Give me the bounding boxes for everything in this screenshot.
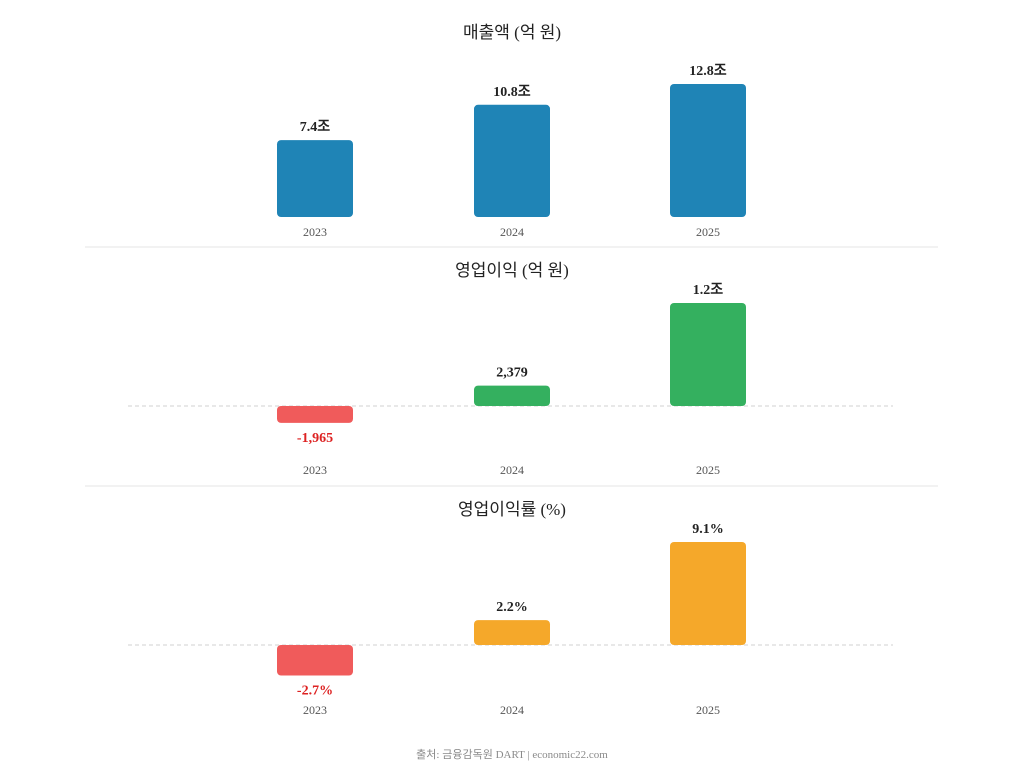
bar-revenue-2023 xyxy=(277,140,353,217)
bar-operating-income-2025 xyxy=(670,303,746,406)
chart-title-operating-income: 영업이익 (억 원) xyxy=(455,261,569,280)
source-footer: 출처: 금융감독원 DART | economic22.com xyxy=(416,748,608,761)
bar-operating-margin-2023 xyxy=(277,645,353,676)
bar-operating-margin-2024 xyxy=(474,620,550,645)
value-label-operating-margin-2025: 9.1% xyxy=(692,522,724,537)
bar-revenue-2025 xyxy=(670,84,746,217)
bar-operating-income-2023 xyxy=(277,406,353,423)
x-tick-revenue-2024: 2024 xyxy=(500,225,524,239)
value-label-operating-margin-2023: -2.7% xyxy=(297,684,333,699)
x-tick-operating-margin-2025: 2025 xyxy=(696,703,720,717)
chart-revenue: 매출액 (억 원) 7.4조 2023 10.8조 2024 12.8조 2025 xyxy=(277,23,746,239)
chart-title-operating-margin: 영업이익률 (%) xyxy=(458,500,566,519)
x-tick-revenue-2023: 2023 xyxy=(303,225,327,239)
value-label-operating-income-2024: 2,379 xyxy=(496,366,528,381)
bar-operating-income-2024 xyxy=(474,385,550,406)
value-label-revenue-2023: 7.4조 xyxy=(300,120,331,135)
x-tick-revenue-2025: 2025 xyxy=(696,225,720,239)
x-tick-operating-margin-2024: 2024 xyxy=(500,703,524,717)
value-label-operating-margin-2024: 2.2% xyxy=(496,600,528,615)
bar-revenue-2024 xyxy=(474,104,550,217)
x-tick-operating-income-2025: 2025 xyxy=(696,463,720,477)
chart-title-revenue: 매출액 (억 원) xyxy=(463,23,561,42)
bar-operating-margin-2025 xyxy=(670,542,746,645)
x-tick-operating-income-2023: 2023 xyxy=(303,463,327,477)
value-label-revenue-2025: 12.8조 xyxy=(689,64,727,79)
value-label-revenue-2024: 10.8조 xyxy=(493,85,531,100)
chart-operating-margin: 영업이익률 (%) -2.7% 2023 2.2% 2024 9.1% 2025 xyxy=(128,500,893,717)
value-label-operating-income-2023: -1,965 xyxy=(297,431,333,446)
x-tick-operating-margin-2023: 2023 xyxy=(303,703,327,717)
chart-operating-income: 영업이익 (억 원) -1,965 2023 2,379 2024 1.2조 2025 xyxy=(128,261,893,477)
x-tick-operating-income-2024: 2024 xyxy=(500,463,524,477)
value-label-operating-income-2025: 1.2조 xyxy=(693,283,724,298)
